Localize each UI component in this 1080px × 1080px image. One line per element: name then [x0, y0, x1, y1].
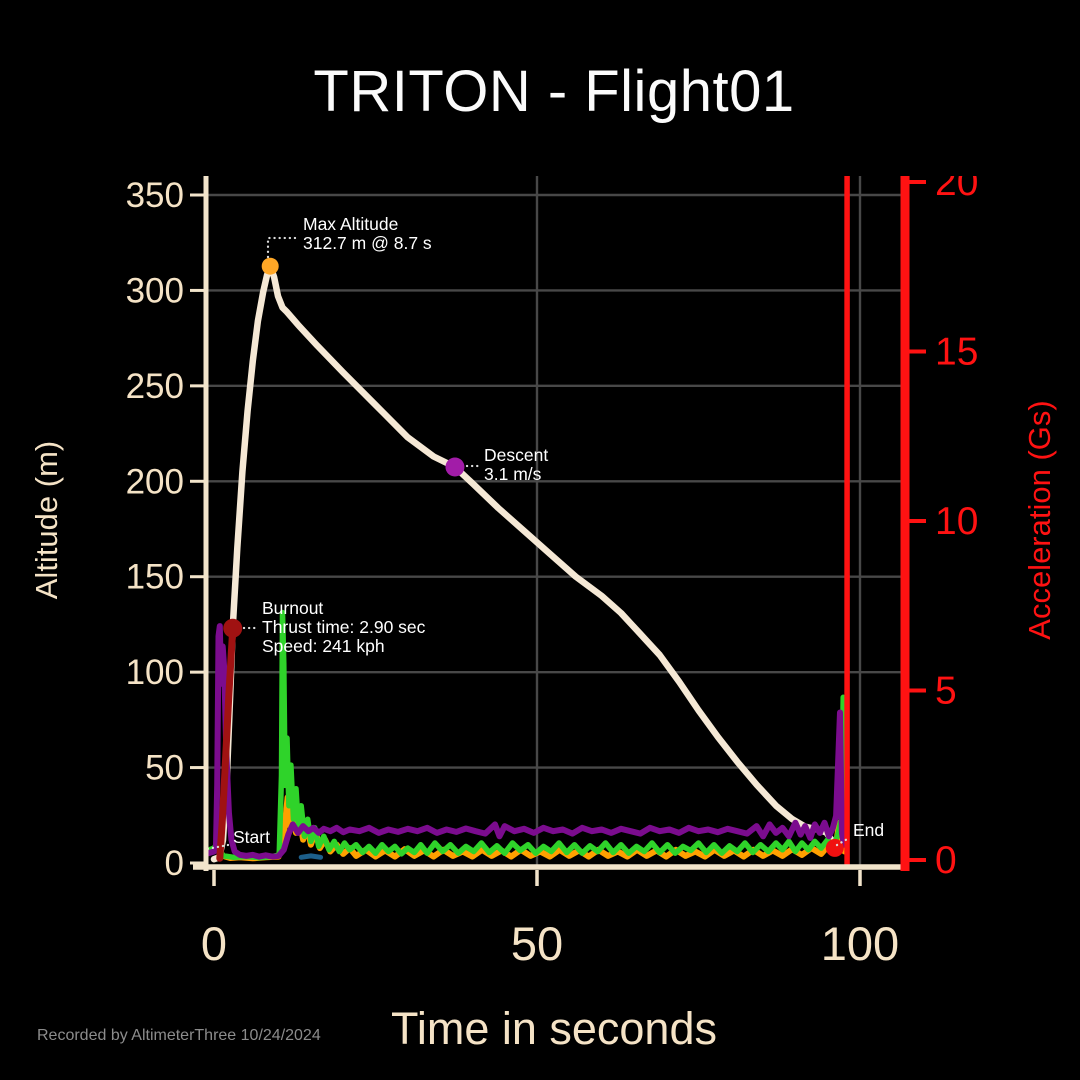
alt-tick-250: 250 — [126, 367, 184, 406]
gs-tick-15: 15 — [935, 331, 978, 374]
alt-tick-0: 0 — [165, 844, 184, 883]
gs-tick-10: 10 — [935, 500, 978, 543]
alt-tick-150: 150 — [126, 558, 184, 597]
alt-tick-350: 350 — [126, 176, 184, 215]
max-altitude-annotation: Max Altitude 312.7 m @ 8.7 s — [303, 214, 432, 253]
series-altitude — [210, 262, 839, 863]
altitude-tick-labels: 0 50 100 150 200 250 300 350 — [126, 176, 206, 883]
alt-tick-50: 50 — [145, 749, 184, 788]
grid-lines — [206, 176, 905, 867]
alt-tick-300: 300 — [126, 271, 184, 310]
page-title: TRITON - Flight01 — [313, 59, 795, 124]
descent-dot — [445, 457, 465, 477]
series-accel-green — [204, 609, 848, 861]
time-axis-title: Time in seconds — [391, 1003, 717, 1054]
footer-credit: Recorded by AltimeterThree 10/24/2024 — [37, 1027, 321, 1044]
burnout-annotation: Burnout Thrust time: 2.90 sec Speed: 241 k… — [262, 598, 426, 656]
burnout-dot — [223, 618, 243, 638]
time-tick-100: 100 — [821, 917, 899, 970]
time-tick-0: 0 — [201, 917, 227, 970]
series-boost-accel — [216, 626, 237, 862]
gs-tick-20: 20 — [935, 161, 978, 204]
descent-annotation: Descent 3.1 m/s — [484, 445, 548, 484]
gs-tick-labels: 0 5 10 15 20 — [935, 161, 978, 882]
gs-tick-5: 5 — [935, 670, 957, 713]
data-series — [204, 262, 848, 863]
alt-tick-100: 100 — [126, 653, 184, 692]
gs-tick-0: 0 — [935, 839, 957, 882]
series-accel-purple — [205, 623, 847, 860]
max-altitude-dot — [261, 257, 279, 275]
end-annotation: End — [853, 820, 884, 840]
end-dot — [825, 838, 844, 857]
time-tick-labels: 0 50 100 — [201, 870, 899, 970]
start-annotation: Start — [233, 827, 270, 847]
event-markers — [223, 257, 844, 857]
time-tick-50: 50 — [511, 917, 563, 970]
annotations: Max Altitude 312.7 m @ 8.7 s Burnout Thrust… — [205, 214, 884, 851]
gs-ticks — [909, 180, 926, 862]
alt-tick-200: 200 — [126, 462, 184, 501]
series-accel-blue — [298, 853, 324, 860]
